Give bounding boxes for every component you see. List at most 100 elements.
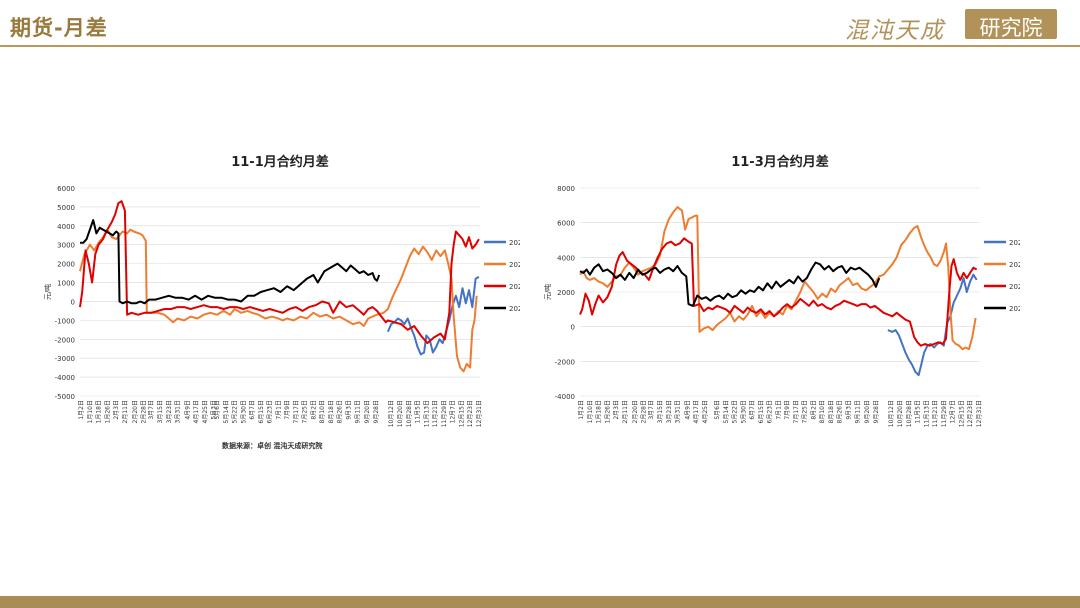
x-tick-label: 1月2日 (78, 400, 85, 420)
brand-logo: 混沌天成 研究院 (845, 9, 1057, 44)
x-tick-label: 1月10日 (587, 400, 594, 423)
x-tick-label: 1月2日 (578, 400, 585, 420)
x-tick-label: 5月30日 (240, 400, 247, 423)
header-rule (0, 45, 1080, 47)
x-tick-label: 8月10日 (319, 400, 326, 423)
x-tick-label: 1月18日 (96, 400, 103, 423)
x-tick-label: 12月15日 (458, 400, 465, 427)
x-tick-label: 4月25日 (202, 400, 209, 423)
y-tick-label: 4000 (57, 223, 75, 231)
x-tick-label: 8月26日 (337, 400, 344, 423)
x-tick-label: 4月17日 (693, 400, 700, 423)
x-tick-label: 7月9日 (784, 400, 791, 420)
y-tick-label: -4000 (55, 374, 75, 382)
x-tick-label: 11月5日 (415, 400, 422, 423)
x-tick-label: 3月15日 (157, 400, 164, 423)
x-tick-label: 10月28日 (906, 400, 913, 427)
x-tick-label: 3月7日 (148, 400, 155, 420)
y-tick-label: 6000 (557, 220, 575, 228)
brand-name: 混沌天成 (845, 18, 945, 44)
x-tick-label: 12月7日 (950, 400, 957, 423)
x-tick-label: 1月26日 (604, 400, 611, 423)
y-tick-label: -5000 (55, 393, 75, 401)
x-tick-label: 5月22日 (232, 400, 239, 423)
x-tick-label: 9月11日 (854, 400, 861, 423)
y-tick-label: 0 (571, 324, 575, 332)
x-tick-label: 7月25日 (802, 400, 809, 423)
chart-11-3-spread: 11-3月合约月差 -4000 -2000 0 2000 4000 6000 8000 元/吨 1… (540, 150, 1020, 450)
legend-label-2022: 2022年 (509, 260, 520, 269)
x-tick-label: 6月23日 (267, 400, 274, 423)
y-tick-label: 2000 (57, 261, 75, 269)
x-tick-label: 10月12日 (388, 400, 395, 427)
legend-label-2024: 2024年 (1009, 304, 1020, 313)
x-tick-label: 7月9日 (284, 400, 291, 420)
y-tick-label: 2000 (557, 289, 575, 297)
x-tick-label: 1月10日 (87, 400, 94, 423)
x-tick-label: 6月7日 (749, 400, 756, 420)
y-tick-label: -2000 (555, 358, 575, 366)
x-tick-label: 5月14日 (723, 400, 730, 423)
y-tick-label: 3000 (57, 242, 75, 250)
footer-bar (0, 596, 1080, 608)
x-tick-label: 10月28日 (406, 400, 413, 427)
chart-title: 11-1月合约月差 (231, 154, 329, 170)
x-tick-label: 3月31日 (675, 400, 682, 423)
x-tick-label: 1月18日 (596, 400, 603, 423)
chart-title: 11-3月合约月差 (731, 154, 829, 170)
x-tick-label: 3月31日 (175, 400, 182, 423)
x-tick-label: 9月3日 (845, 400, 852, 420)
y-tick-label: 6000 (57, 185, 75, 193)
series-line-2024 (80, 219, 381, 305)
source-note: 数据来源：卓创 混沌天成研究院 (222, 441, 322, 450)
x-tick-label: 2月20日 (632, 400, 639, 423)
x-tick-label: 9月28日 (373, 400, 380, 423)
y-axis-label: 元/吨 (543, 284, 552, 300)
x-tick-label: 3月15日 (657, 400, 664, 423)
x-tick-label: 9月11日 (354, 400, 361, 423)
y-tick-label: 8000 (557, 185, 575, 193)
x-tick-label: 5月22日 (732, 400, 739, 423)
series-line-2022 (579, 206, 977, 351)
x-tick-label: 5月6日 (714, 400, 721, 420)
brand-badge-text: 研究院 (979, 16, 1043, 40)
x-tick-label: 11月29日 (441, 400, 448, 427)
y-tick-label: -3000 (55, 355, 75, 363)
y-axis-label: 元/吨 (43, 284, 52, 300)
x-tick-label: 3月7日 (648, 400, 655, 420)
series-line-2024 (579, 261, 881, 307)
x-tick-label: 5月3日 (211, 400, 218, 420)
x-tick-label: 7月17日 (793, 400, 800, 423)
x-tick-label: 8月2日 (310, 400, 317, 420)
x-tick-label: 2月3日 (613, 400, 620, 420)
y-tick-label: -1000 (55, 317, 75, 325)
x-tick-label: 10月12日 (888, 400, 895, 427)
x-tick-label: 5月14日 (223, 400, 230, 423)
x-tick-label: 2月28日 (141, 400, 148, 423)
x-tick-label: 6月7日 (249, 400, 256, 420)
legend-label-2021: 2021年 (1009, 238, 1020, 247)
x-tick-label: 2月20日 (132, 400, 139, 423)
x-tick-label: 2月11日 (622, 400, 629, 423)
x-tick-label: 4月9日 (184, 400, 191, 420)
x-tick-label: 3月23日 (166, 400, 173, 423)
x-tick-label: 6月23日 (767, 400, 774, 423)
x-tick-label: 9月20日 (864, 400, 871, 423)
x-tick-label: 12月31日 (976, 400, 983, 427)
x-tick-label: 7月25日 (302, 400, 309, 423)
legend-label-2023: 2023年 (1009, 282, 1020, 291)
x-tick-label: 11月21日 (932, 400, 939, 427)
x-tick-label: 8月10日 (819, 400, 826, 423)
legend-label-2021: 2021年 (509, 238, 520, 247)
x-tick-label: 5月30日 (740, 400, 747, 423)
series-line-2021 (386, 276, 480, 356)
x-tick-label: 4月17日 (193, 400, 200, 423)
x-tick-label: 4月25日 (702, 400, 709, 423)
x-tick-label: 2月28日 (641, 400, 648, 423)
y-tick-label: -4000 (555, 393, 575, 401)
series-line-2021 (887, 273, 978, 377)
y-tick-label: 4000 (557, 254, 575, 262)
x-tick-label: 2月11日 (122, 400, 129, 423)
x-tick-label: 11月29日 (941, 400, 948, 427)
x-tick-label: 11月13日 (423, 400, 430, 427)
